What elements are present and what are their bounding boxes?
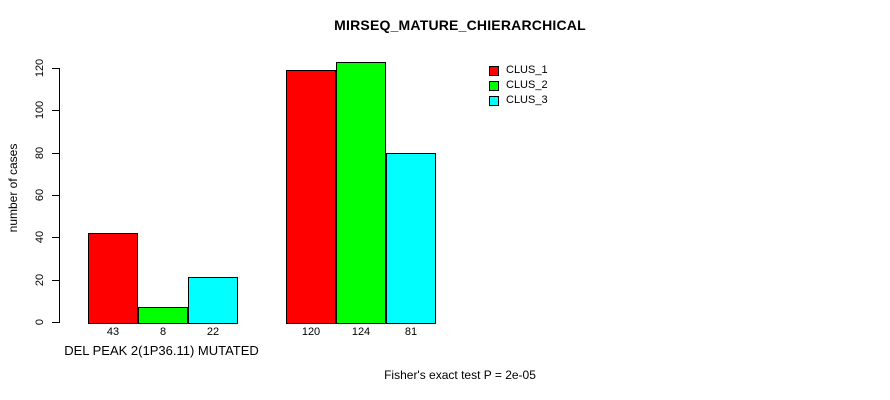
y-axis-title: number of cases: [6, 143, 20, 233]
bar-value-label: 120: [301, 326, 321, 338]
legend-label: CLUS_2: [506, 79, 548, 91]
y-axis-tick-label: 100: [34, 101, 46, 120]
y-axis-tick: [52, 195, 60, 196]
y-axis-tick-label: 80: [34, 146, 46, 159]
legend-swatch-clus_2: [489, 80, 499, 91]
y-axis-tick: [52, 322, 60, 323]
bar-value-label: 22: [206, 326, 220, 338]
bar-clus_3-group-2: [386, 153, 436, 324]
legend-label: CLUS_3: [506, 94, 548, 106]
y-axis-tick: [52, 279, 60, 281]
legend-label: CLUS_1: [506, 64, 548, 76]
bar-clus_2-group-2: [336, 62, 386, 324]
bar-value-label: 81: [404, 326, 418, 338]
y-axis-tick: [52, 152, 60, 154]
bar-clus_3-group-1: [188, 277, 238, 324]
bar-clus_1-group-1: [88, 233, 138, 324]
y-axis-tick: [52, 237, 60, 239]
chart-title: MIRSEQ_MATURE_CHIERARCHICAL: [334, 17, 586, 33]
footer-note: Fisher's exact test P = 2e-05: [384, 368, 536, 382]
bar-clus_2-group-1: [138, 307, 188, 324]
legend-item-clus_3: CLUS_3: [489, 93, 548, 108]
bar-clus_1-group-2: [286, 70, 336, 324]
bar-value-label: 43: [106, 326, 120, 338]
y-axis-tick-label: 40: [34, 231, 46, 244]
legend-swatch-clus_3: [489, 95, 499, 106]
y-axis-tick-label: 0: [34, 318, 46, 326]
y-axis-tick-label: 20: [34, 273, 46, 286]
legend-swatch-clus_1: [489, 65, 499, 76]
legend-item-clus_2: CLUS_2: [489, 78, 548, 93]
bar-value-label: 124: [351, 326, 371, 338]
y-axis-tick: [52, 110, 60, 112]
legend-item-clus_1: CLUS_1: [489, 63, 548, 78]
x-axis-title: DEL PEAK 2(1P36.11) MUTATED: [64, 343, 259, 358]
y-axis-tick-label: 60: [34, 188, 46, 202]
bar-value-label: 8: [159, 326, 167, 338]
legend: CLUS_1 CLUS_2 CLUS_3: [489, 63, 548, 108]
y-axis-tick-label: 120: [34, 58, 46, 78]
y-axis-tick: [52, 68, 60, 69]
